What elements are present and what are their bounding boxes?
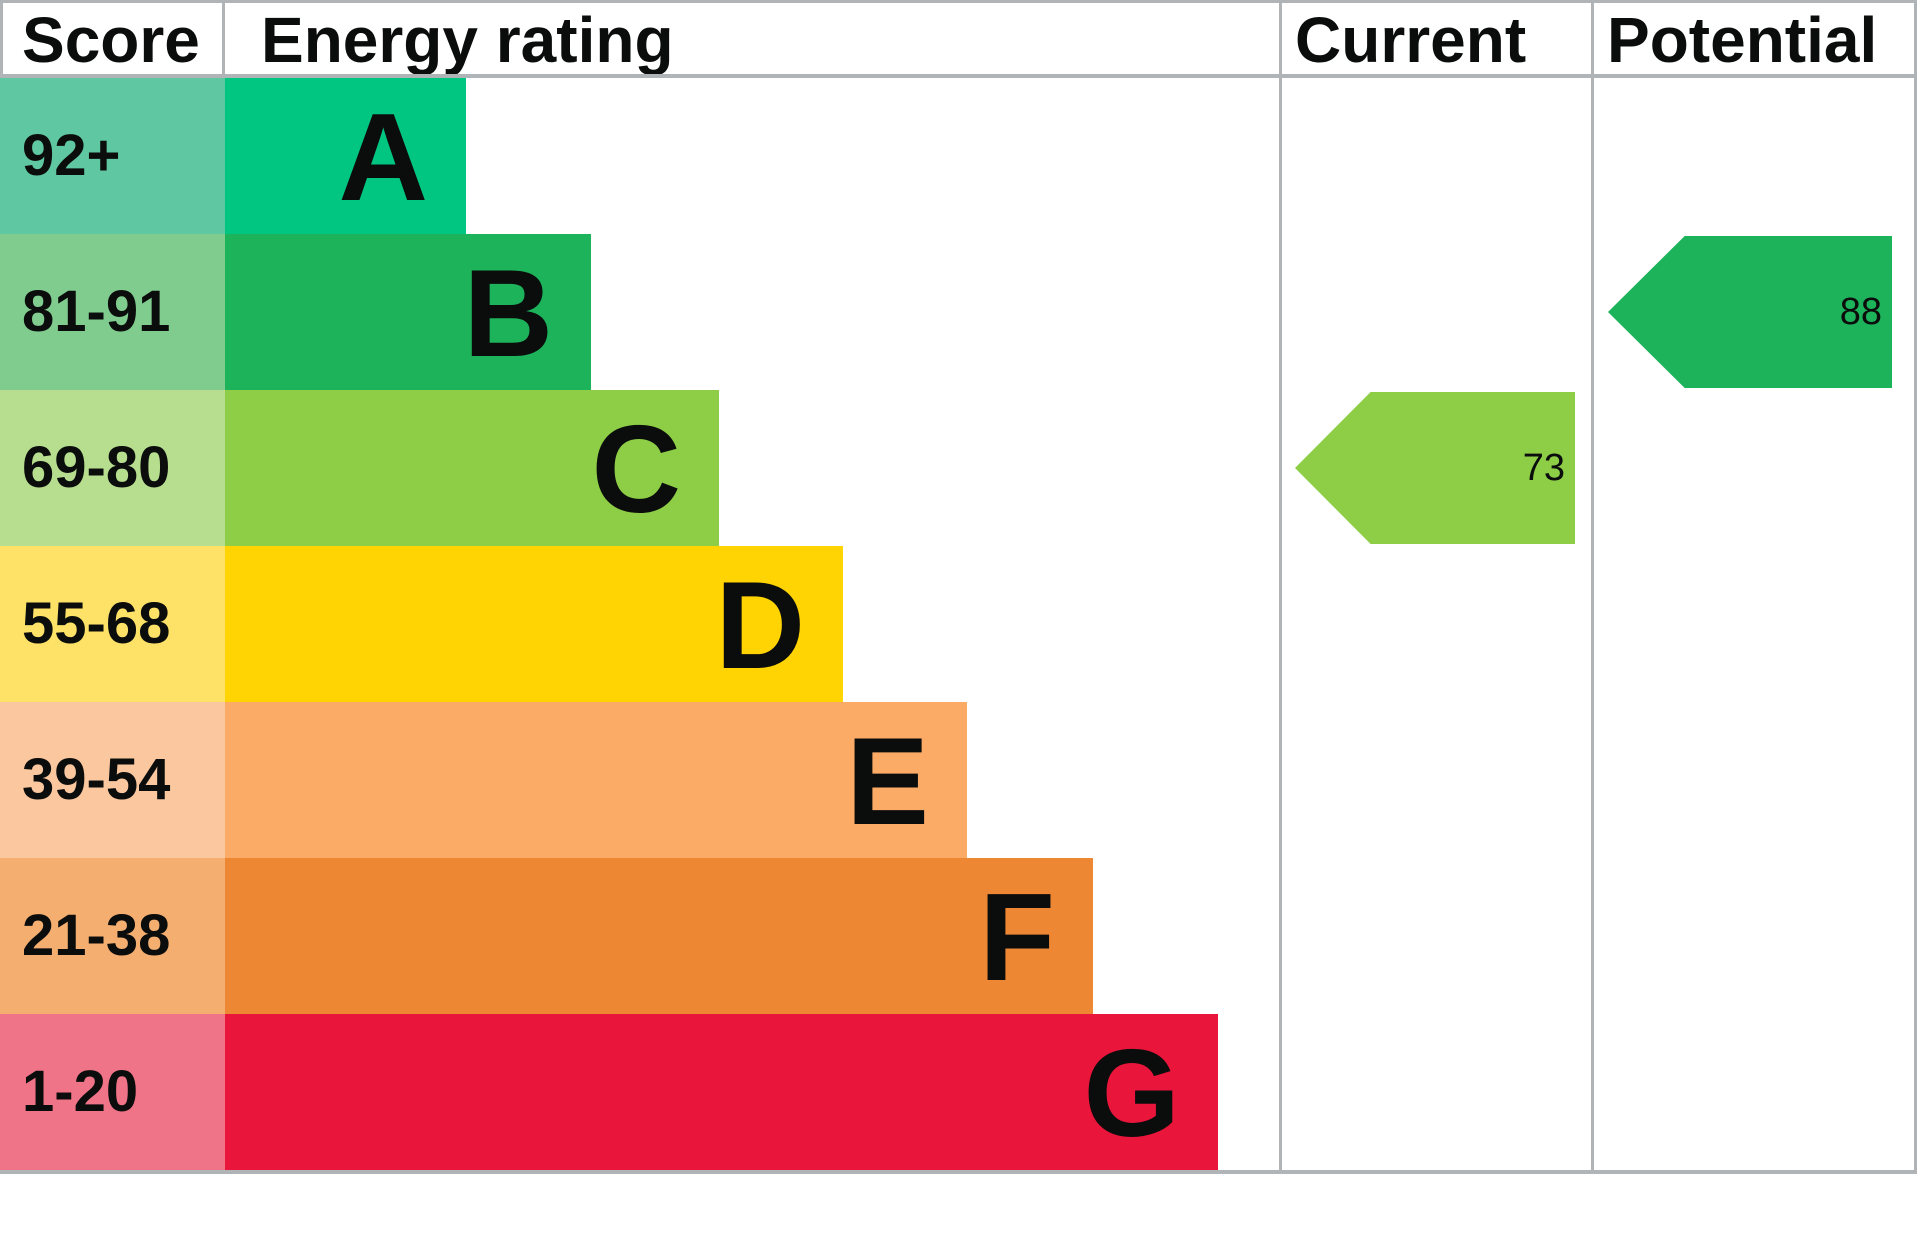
- score-column-border: [222, 0, 225, 78]
- current-rating-value: 73: [1522, 446, 1565, 489]
- score-range-b: 81-91: [0, 234, 225, 390]
- band-bar-d: D: [225, 546, 843, 702]
- potential-column-header: Potential: [1607, 4, 1878, 76]
- table-bottom-border: [0, 1170, 1917, 1174]
- current-column-left-border: [1279, 0, 1282, 1174]
- epc-row-g: 1-20 G: [0, 1014, 1920, 1170]
- header-bottom-border: [0, 74, 1917, 78]
- potential-rating-value: 88: [1839, 290, 1882, 333]
- table-top-border: [0, 0, 1917, 3]
- score-range-e: 39-54: [0, 702, 225, 858]
- rating-band-rows: 92+ A 81-91 B 69-80 C 55-68 D 39-54 E 21…: [0, 78, 1920, 1170]
- epc-row-f: 21-38 F: [0, 858, 1920, 1014]
- potential-column-left-border: [1591, 0, 1594, 1174]
- score-column-header: Score: [22, 4, 200, 76]
- score-range-c: 69-80: [0, 390, 225, 546]
- energy-rating-column-header: Energy rating: [261, 4, 674, 76]
- score-range-f: 21-38: [0, 858, 225, 1014]
- epc-row-d: 55-68 D: [0, 546, 1920, 702]
- band-bar-b: B: [225, 234, 591, 390]
- epc-row-e: 39-54 E: [0, 702, 1920, 858]
- score-range-g: 1-20: [0, 1014, 225, 1170]
- band-bar-a: A: [225, 78, 466, 234]
- header-left-border: [0, 0, 3, 78]
- band-bar-e: E: [225, 702, 967, 858]
- band-bar-c: C: [225, 390, 719, 546]
- current-column-header: Current: [1295, 4, 1527, 76]
- score-range-d: 55-68: [0, 546, 225, 702]
- epc-row-a: 92+ A: [0, 78, 1920, 234]
- epc-row-b: 81-91 B: [0, 234, 1920, 390]
- band-bar-f: F: [225, 858, 1093, 1014]
- epc-row-c: 69-80 C: [0, 390, 1920, 546]
- table-right-border: [1914, 0, 1917, 1174]
- score-range-a: 92+: [0, 78, 225, 234]
- band-bar-g: G: [225, 1014, 1218, 1170]
